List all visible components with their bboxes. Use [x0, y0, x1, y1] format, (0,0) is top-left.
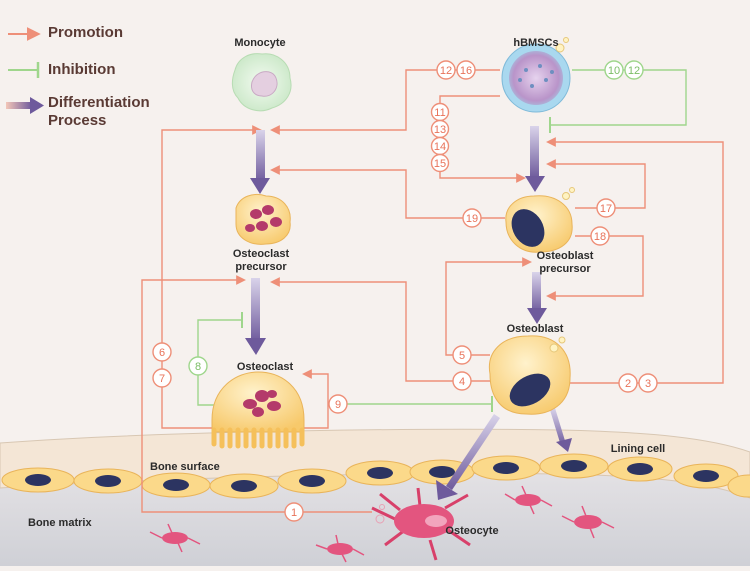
- svg-text:11: 11: [434, 107, 445, 119]
- badge-19: 19: [462, 208, 482, 228]
- osteoblast-cell: [488, 335, 571, 415]
- hbmscs-cell: [501, 37, 571, 113]
- badge-17: 17: [596, 198, 616, 218]
- osteoblast-precursor-label-line1: Osteoblast: [536, 250, 594, 262]
- lining-cell: [209, 473, 279, 499]
- osteoclast-precursor-label-line1: Osteoclast: [232, 248, 290, 260]
- osteoclast-precursor-cell: [235, 194, 291, 245]
- osteocyte-small: [149, 523, 201, 553]
- differentiation-arrows: [245, 126, 572, 500]
- lining-cell: [1, 467, 75, 493]
- lining-cell: [539, 453, 609, 479]
- badge-18: 18: [590, 226, 610, 246]
- legend-promotion-label: Promotion: [48, 24, 123, 41]
- lining-cell: [673, 463, 739, 489]
- badge-10: 10: [604, 60, 624, 80]
- lining-cell: [607, 456, 673, 482]
- badge-12-green: 12: [624, 60, 644, 80]
- badge-6: 6: [152, 342, 172, 362]
- svg-text:6: 6: [159, 347, 165, 359]
- osteocyte-small: [504, 485, 553, 515]
- legend-inhibition-line: [8, 62, 40, 78]
- small-osteocytes: [149, 485, 615, 563]
- lining-cell: [471, 455, 541, 481]
- hbmscs-label: hBMSCs: [513, 37, 559, 49]
- lining-cell: [73, 468, 143, 494]
- legend-graphics: [6, 27, 44, 114]
- bone-surface-label: Bone surface: [150, 461, 220, 473]
- osteoclast-label: Osteoclast: [236, 361, 294, 373]
- svg-text:12: 12: [440, 65, 452, 77]
- badge-9: 9: [328, 394, 348, 414]
- badge-5: 5: [452, 345, 472, 365]
- lining-cell-label: Lining cell: [610, 443, 666, 455]
- svg-text:10: 10: [608, 65, 620, 77]
- badge-13: 13: [430, 119, 450, 139]
- svg-text:1: 1: [291, 507, 297, 519]
- svg-text:18: 18: [594, 231, 606, 243]
- svg-text:3: 3: [645, 378, 651, 390]
- svg-text:19: 19: [466, 213, 478, 225]
- svg-text:16: 16: [460, 65, 472, 77]
- badge-12-top: 12: [436, 60, 456, 80]
- osteoblast-precursor-label-line2: precursor: [539, 263, 591, 275]
- legend-differentiation-label: Differentiation: [48, 94, 150, 111]
- osteoclast-precursor-label-line2: precursor: [235, 261, 287, 273]
- legend-inhibition-label: Inhibition: [48, 61, 116, 78]
- badge-7: 7: [152, 368, 172, 388]
- svg-text:17: 17: [600, 203, 612, 215]
- bone-matrix-label: Bone matrix: [28, 517, 92, 529]
- diff-arrow-precursor-to-osteoclast: [245, 278, 266, 355]
- lining-cell: [727, 474, 750, 498]
- osteocyte-cell: [371, 487, 471, 561]
- monocyte-label: Monocyte: [234, 37, 286, 49]
- svg-text:8: 8: [195, 361, 201, 373]
- osteocyte-small: [561, 505, 615, 539]
- legend-process-label: Process: [48, 112, 107, 129]
- diff-arrow-osteoblast-to-osteocyte: [436, 414, 500, 500]
- badge-4: 4: [452, 371, 472, 391]
- legend-differentiation-arrow: [6, 97, 44, 114]
- svg-text:2: 2: [625, 378, 631, 390]
- svg-text:9: 9: [335, 399, 341, 411]
- osteocyte-small: [315, 534, 365, 563]
- badges: 12 16 10 12 11 13 14 15 17 19 18 5 4 2 3…: [152, 60, 658, 522]
- badge-1: 1: [284, 502, 304, 522]
- diff-arrow-monocyte-to-precursor: [250, 130, 270, 194]
- diff-arrow-osteoblast-to-lining: [550, 408, 572, 452]
- osteoblast-precursor-cell: [505, 187, 575, 253]
- osteocyte-label: Osteocyte: [445, 525, 499, 537]
- badge-11: 11: [430, 102, 450, 122]
- osteoblast-label: Osteoblast: [506, 323, 564, 335]
- svg-text:13: 13: [434, 124, 446, 136]
- lining-cell: [345, 460, 415, 486]
- badge-15: 15: [430, 153, 450, 173]
- monocyte-cell: [231, 53, 292, 112]
- badge-3: 3: [638, 373, 658, 393]
- svg-text:12: 12: [628, 65, 640, 77]
- lining-cell: [277, 468, 347, 494]
- svg-text:15: 15: [434, 158, 446, 170]
- svg-text:5: 5: [459, 350, 465, 362]
- svg-text:14: 14: [434, 141, 446, 153]
- lining-cell: [141, 472, 211, 498]
- svg-text:4: 4: [459, 376, 465, 388]
- badge-2: 2: [618, 373, 638, 393]
- diff-arrow-precursor-to-osteoblast: [527, 272, 547, 324]
- osteoclast-cell: [211, 371, 305, 449]
- svg-text:7: 7: [159, 373, 165, 385]
- badge-14: 14: [430, 136, 450, 156]
- diff-arrow-hbmscs-to-ob-precursor: [525, 126, 545, 192]
- lining-cells: [1, 453, 750, 499]
- badge-8: 8: [188, 356, 208, 376]
- badge-16: 16: [456, 60, 476, 80]
